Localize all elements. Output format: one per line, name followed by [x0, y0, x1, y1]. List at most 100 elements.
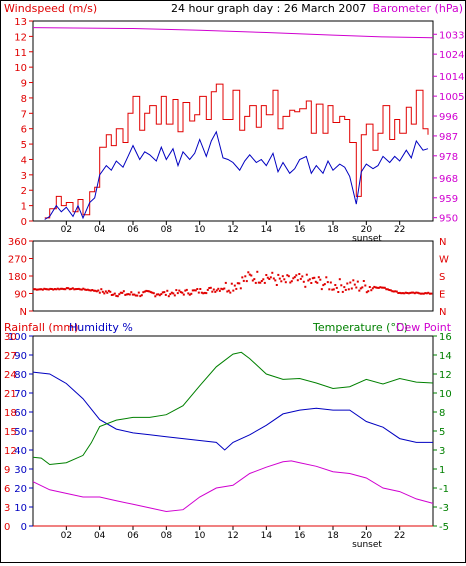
wind-direction-point: [53, 288, 56, 290]
rainfall-tick-label: 0: [4, 522, 10, 533]
windspeed-tick-label: 7: [21, 109, 27, 120]
wind-direction-point: [385, 288, 388, 291]
x-tick-label: 12: [227, 531, 238, 541]
wind-direction-point: [85, 288, 88, 291]
wind-direction-point: [166, 289, 169, 292]
wind-direction-point: [176, 292, 179, 295]
wind-direction-point: [301, 275, 304, 278]
wind-direction-point: [223, 287, 226, 290]
wind-direction-point: [148, 290, 151, 293]
wind-direction-point: [133, 293, 136, 296]
windspeed-tick-label: 12: [14, 32, 27, 43]
wind-direction-point: [409, 291, 412, 294]
wind-direction-point: [109, 290, 112, 293]
direction-tick-label: 90: [14, 290, 27, 301]
wind-direction-point: [316, 281, 319, 284]
wind-direction-point: [302, 280, 305, 283]
wind-direction-point: [178, 289, 181, 292]
wind-direction-point: [292, 277, 295, 280]
wind-direction-point: [185, 288, 188, 291]
wind-direction-point: [224, 281, 227, 284]
temperature-tick-label: -3: [439, 503, 449, 514]
wind-direction-point: [221, 288, 224, 291]
wind-direction-point: [118, 293, 121, 296]
wind-direction-point: [361, 286, 364, 289]
wind-direction-point: [151, 291, 154, 294]
x-tick-label: 18: [327, 531, 339, 541]
wind-direction-point: [281, 275, 284, 278]
wind-direction-point: [428, 292, 431, 295]
compass-tick-label: E: [439, 290, 445, 301]
wind-direction-point: [103, 292, 106, 295]
wind-direction-point: [397, 292, 400, 294]
wind-direction-point: [280, 280, 283, 283]
wind-direction-point: [235, 287, 238, 290]
wind-direction-point: [56, 287, 59, 290]
wind-direction-point: [386, 288, 389, 291]
windspeed-tick-label: 3: [21, 171, 27, 182]
wind-direction-point: [136, 294, 139, 297]
wind-direction-point: [89, 289, 92, 292]
wind-direction-point: [208, 287, 211, 289]
wind-direction-point: [100, 288, 103, 291]
wind-direction-point: [37, 288, 40, 291]
sunset-label-top: sunset: [352, 234, 382, 244]
rainfall-tick-label: 15: [4, 427, 17, 438]
wind-direction-point: [187, 292, 190, 295]
wind-direction-point: [119, 291, 122, 294]
temperature-tick-label: 1: [439, 465, 445, 476]
wind-direction-point: [391, 290, 394, 293]
wind-direction-point: [290, 280, 293, 283]
wind-direction-point: [203, 291, 206, 294]
sunset-label-bottom: sunset: [352, 540, 382, 550]
wind-direction-point: [41, 288, 44, 291]
wind-direction-point: [62, 288, 65, 291]
wind-direction-point: [322, 284, 325, 287]
barometer-axis-label: Barometer (hPa): [373, 2, 463, 15]
wind-direction-point: [401, 292, 404, 295]
x-tick-label: 10: [194, 531, 206, 541]
wind-direction-point: [182, 293, 185, 296]
wind-direction-point: [215, 289, 218, 292]
temperature-tick-label: 16: [439, 332, 452, 343]
wind-gust-line: [44, 83, 429, 219]
wind-direction-point: [343, 286, 346, 289]
windspeed-tick-label: 10: [14, 63, 27, 74]
x-tick-label: 10: [194, 225, 206, 235]
wind-direction-point: [326, 281, 329, 284]
wind-direction-point: [341, 290, 344, 293]
wind-direction-point: [58, 288, 61, 291]
x-tick-label: 04: [94, 531, 106, 541]
wind-direction-point: [86, 288, 89, 291]
wind-direction-point: [169, 293, 172, 296]
wind-direction-point: [364, 284, 367, 287]
wind-direction-point: [253, 278, 256, 281]
compass-tick-label: S: [439, 272, 445, 283]
wind-direction-point: [425, 292, 428, 295]
wind-direction-point: [184, 289, 187, 292]
wind-direction-point: [40, 288, 43, 291]
humidity-tick-label: 0: [21, 522, 27, 533]
wind-direction-point: [275, 284, 278, 286]
wind-direction-point: [115, 294, 118, 297]
rainfall-tick-label: 3: [4, 503, 10, 514]
wind-direction-point: [155, 293, 158, 296]
wind-direction-point: [73, 288, 76, 291]
rainfall-tick-label: 27: [4, 351, 17, 362]
wind-direction-point: [268, 278, 271, 280]
wind-direction-point: [295, 274, 298, 277]
x-tick-label: 08: [161, 531, 173, 541]
windspeed-tick-label: 4: [21, 155, 27, 166]
wind-direction-point: [128, 293, 131, 296]
wind-direction-point: [107, 289, 110, 292]
wind-direction-point: [269, 276, 272, 279]
wind-direction-point: [167, 295, 170, 298]
windspeed-axis-label: Windspeed (m/s): [4, 2, 97, 15]
windspeed-tick-label: 0: [21, 217, 27, 228]
wind-direction-point: [122, 290, 125, 293]
wind-direction-point: [49, 287, 52, 290]
wind-direction-point: [94, 289, 97, 292]
wind-direction-point: [149, 291, 152, 294]
wind-direction-point: [400, 292, 403, 295]
wind-direction-point: [325, 276, 328, 279]
